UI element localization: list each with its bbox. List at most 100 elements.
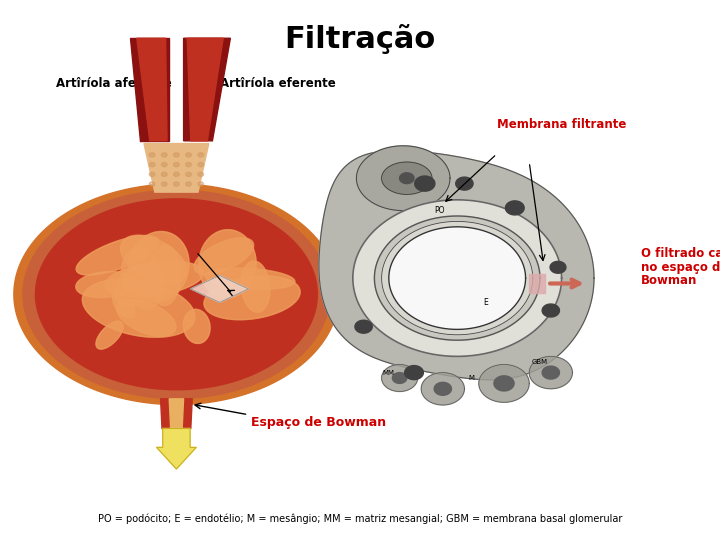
Polygon shape	[117, 299, 176, 336]
Polygon shape	[550, 261, 566, 273]
Polygon shape	[76, 235, 159, 275]
Circle shape	[186, 182, 192, 186]
Polygon shape	[130, 38, 169, 141]
Polygon shape	[199, 230, 256, 298]
Polygon shape	[505, 201, 524, 215]
Circle shape	[198, 153, 204, 157]
Polygon shape	[104, 261, 204, 297]
Polygon shape	[319, 151, 594, 380]
Polygon shape	[353, 200, 562, 356]
Polygon shape	[117, 299, 176, 336]
Polygon shape	[96, 321, 123, 349]
Text: E: E	[484, 298, 488, 307]
Polygon shape	[76, 272, 135, 298]
Polygon shape	[35, 199, 318, 390]
Circle shape	[186, 153, 192, 157]
Polygon shape	[382, 162, 432, 194]
Polygon shape	[204, 268, 294, 289]
Circle shape	[198, 172, 204, 177]
Polygon shape	[128, 232, 189, 302]
Circle shape	[186, 172, 192, 177]
Circle shape	[161, 153, 167, 157]
Text: Artîríola eferente: Artîríola eferente	[220, 77, 336, 90]
Polygon shape	[149, 245, 181, 306]
Circle shape	[174, 172, 179, 177]
Polygon shape	[137, 38, 167, 141]
Polygon shape	[96, 321, 123, 349]
Polygon shape	[529, 274, 545, 293]
Polygon shape	[120, 235, 186, 284]
Text: Espaço de Bowman: Espaço de Bowman	[251, 416, 386, 429]
Polygon shape	[194, 238, 253, 274]
Polygon shape	[356, 146, 450, 211]
Text: no espaço de: no espaço de	[641, 261, 720, 274]
Circle shape	[186, 163, 192, 167]
Circle shape	[174, 163, 179, 167]
Text: Capilares glomerulares: Capilares glomerulares	[92, 249, 237, 259]
Polygon shape	[114, 264, 156, 307]
Text: Membrana filtrante: Membrana filtrante	[497, 118, 626, 131]
Polygon shape	[76, 235, 159, 275]
Polygon shape	[187, 38, 223, 141]
Polygon shape	[104, 261, 204, 297]
Text: GBM: GBM	[532, 359, 548, 365]
Polygon shape	[382, 364, 418, 391]
Polygon shape	[421, 373, 464, 405]
Circle shape	[161, 172, 167, 177]
Polygon shape	[184, 309, 210, 343]
Text: Filtração: Filtração	[284, 24, 436, 55]
Polygon shape	[194, 238, 253, 274]
Polygon shape	[542, 366, 559, 379]
Polygon shape	[434, 382, 451, 395]
Polygon shape	[149, 245, 181, 306]
Polygon shape	[14, 184, 339, 404]
Text: Bowman: Bowman	[641, 274, 697, 287]
Text: O filtrado cai: O filtrado cai	[641, 247, 720, 260]
Polygon shape	[144, 144, 209, 192]
Polygon shape	[494, 376, 514, 391]
Circle shape	[149, 153, 155, 157]
Polygon shape	[382, 221, 533, 335]
Polygon shape	[241, 261, 270, 312]
Text: PO = podócito; E = endotélio; M = mesângio; MM = matriz mesangial; GBM = membran: PO = podócito; E = endotélio; M = mesâng…	[98, 513, 622, 524]
Circle shape	[149, 163, 155, 167]
Polygon shape	[204, 268, 295, 289]
Polygon shape	[392, 373, 407, 383]
Polygon shape	[120, 235, 186, 284]
Polygon shape	[191, 275, 248, 302]
Polygon shape	[76, 272, 135, 298]
Polygon shape	[374, 216, 540, 340]
Polygon shape	[241, 261, 270, 312]
Polygon shape	[405, 366, 423, 380]
Polygon shape	[157, 429, 196, 469]
Polygon shape	[23, 190, 330, 399]
Circle shape	[174, 182, 179, 186]
Polygon shape	[355, 320, 372, 333]
Polygon shape	[112, 293, 135, 318]
Polygon shape	[204, 276, 300, 320]
Polygon shape	[542, 304, 559, 317]
Circle shape	[161, 182, 167, 186]
Text: PO: PO	[434, 206, 444, 215]
Polygon shape	[184, 309, 210, 343]
Polygon shape	[415, 176, 435, 191]
Text: Artîríola aferente: Artîríola aferente	[56, 77, 172, 90]
Polygon shape	[82, 279, 195, 337]
Polygon shape	[113, 293, 135, 318]
Polygon shape	[389, 227, 526, 329]
Polygon shape	[114, 264, 156, 307]
Circle shape	[161, 163, 167, 167]
Circle shape	[198, 163, 204, 167]
Text: Alça capilar: Alça capilar	[402, 258, 490, 271]
Text: MM: MM	[383, 369, 395, 376]
Polygon shape	[400, 173, 414, 184]
Polygon shape	[161, 399, 192, 429]
Circle shape	[149, 182, 155, 186]
Circle shape	[174, 153, 179, 157]
Polygon shape	[122, 248, 163, 309]
Polygon shape	[199, 230, 256, 298]
Polygon shape	[82, 279, 195, 338]
Polygon shape	[121, 247, 163, 309]
Polygon shape	[456, 177, 473, 190]
Text: M: M	[469, 375, 474, 381]
